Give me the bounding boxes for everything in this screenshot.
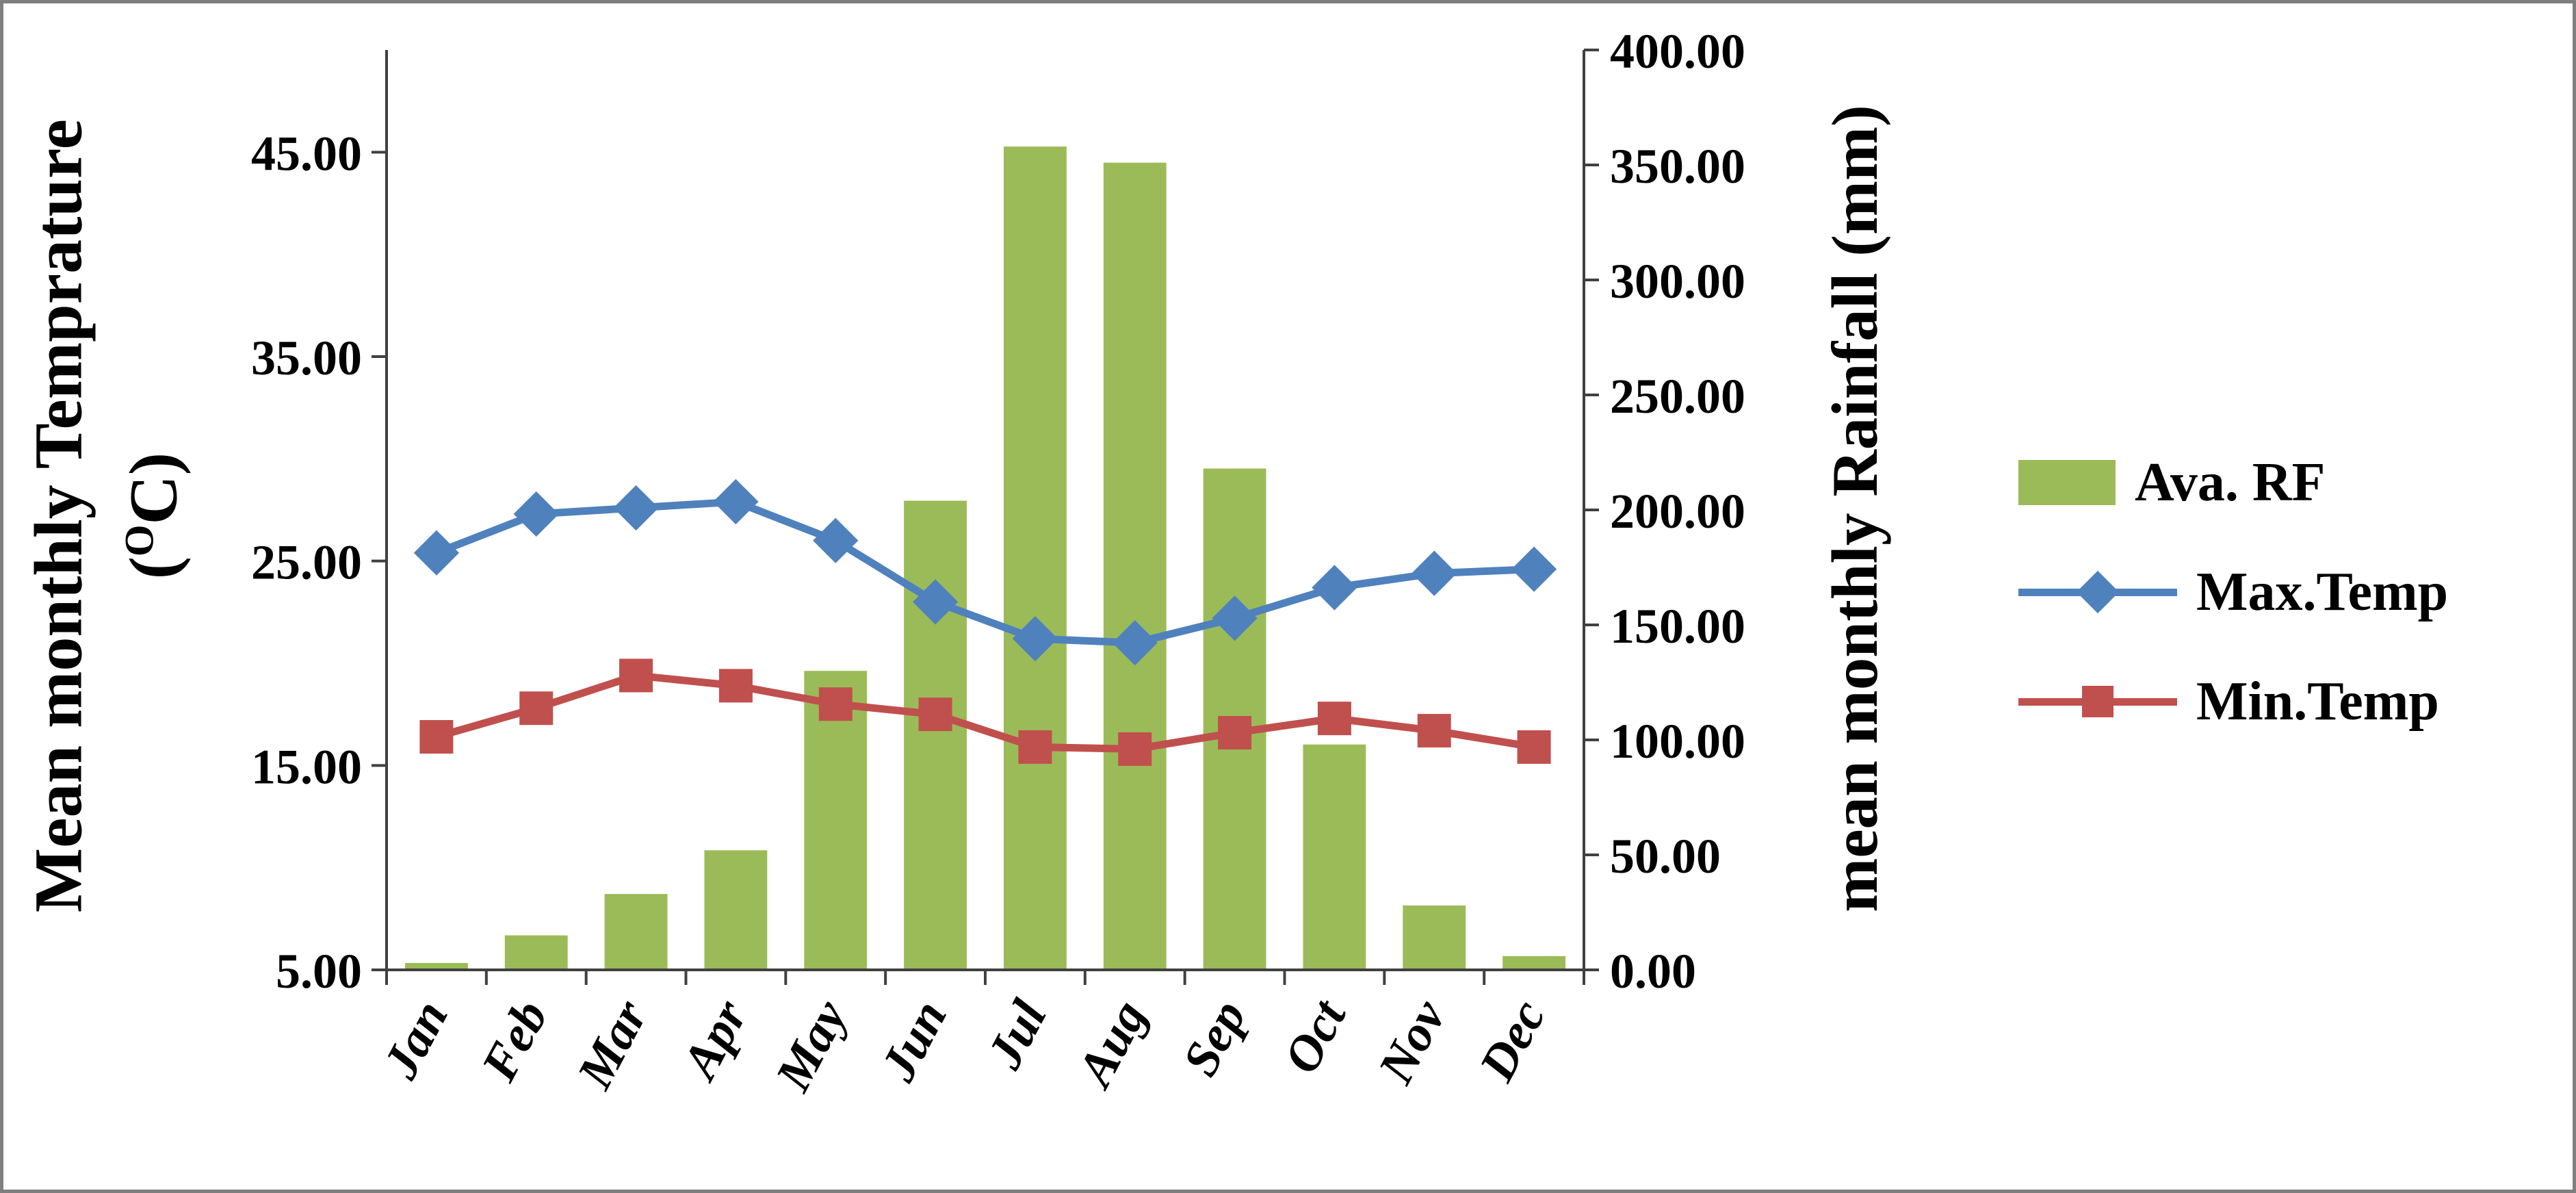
right-tick-label-150: 150.00 [1610, 599, 1745, 654]
right-tick-label-400: 400.00 [1610, 24, 1745, 79]
max-temp-point-Jan [413, 530, 460, 576]
x-tick-label-Feb: Feb [471, 991, 559, 1090]
left-tick-label-15: 15.00 [251, 739, 362, 794]
max-temp-line [432, 498, 1538, 647]
max-temp-point-Apr [713, 478, 759, 525]
left-tick-label-25: 25.00 [251, 535, 362, 590]
min-temp-point-Oct [1317, 702, 1351, 736]
x-tick-label-Aug: Aug [1066, 991, 1158, 1097]
x-tick-label-Oct: Oct [1273, 990, 1358, 1082]
max-temp-point-Sep [1212, 595, 1258, 641]
legend-item-min-temp: Min.Temp [2018, 666, 2448, 737]
x-tick-label-Jun: Jun [870, 991, 958, 1090]
rainfall-bar-Jun [904, 500, 967, 970]
legend-label-min-temp: Min.Temp [2196, 671, 2439, 732]
rainfall-bar-Jul [1003, 146, 1067, 970]
min-temp-point-May [818, 687, 853, 721]
max-temp-point-Jun [912, 579, 959, 625]
left-tick-label-35: 35.00 [251, 331, 362, 385]
max-temp-diamond-icon [2076, 570, 2120, 614]
max-temp-point-Mar [613, 485, 659, 531]
legend-label-rainfall: Ava. RF [2135, 452, 2326, 513]
rainfall-bar-Dec [1502, 955, 1566, 970]
left-axis-title-text: Mean monthly Temprature (OC) [18, 3, 194, 1098]
min-temp-point-Nov [1417, 714, 1451, 748]
min-temp-point-Apr [718, 669, 753, 703]
legend-label-max-temp: Max.Temp [2196, 562, 2449, 622]
min-temp-point-Mar [619, 658, 653, 693]
max-temp-point-Oct [1312, 565, 1357, 611]
rainfall-bar-Apr [704, 850, 768, 970]
right-tick-label-300: 300.00 [1610, 254, 1745, 309]
right-tick-label-0: 0.00 [1610, 944, 1696, 999]
rainfall-bars [404, 146, 1566, 970]
max-temp-point-Aug [1112, 620, 1158, 666]
min-temp-point-Feb [519, 691, 554, 726]
right-tick-label-50: 50.00 [1610, 829, 1721, 884]
left-tick-label-5: 5.00 [276, 944, 362, 999]
legend-item-rainfall: Ava. RF [2018, 447, 2448, 518]
min-temp-series [419, 658, 1551, 766]
month-labels: Jan Feb Mar Apr May Jun Jul Aug Sep Oct Nov Dec [372, 990, 1557, 1100]
rainfall-bar-Oct [1303, 744, 1366, 970]
min-temp-point-Jan [419, 720, 454, 754]
legend-item-max-temp: Max.Temp [2018, 556, 2448, 628]
right-tick-label-350: 350.00 [1610, 139, 1745, 194]
min-temp-swatch-icon [2018, 678, 2177, 726]
min-temp-point-Jun [918, 697, 952, 732]
max-temp-point-Jul [1012, 616, 1058, 662]
max-temp-series [413, 478, 1557, 666]
chart-svg: 5.00 15.00 25.00 35.00 45.00 0.00 50.00 100.00 1… [251, 24, 1745, 1101]
chart-legend: Ava. RF Max.Temp Min.Temp [2018, 447, 2448, 775]
max-temp-point-May [813, 517, 859, 563]
x-tick-label-Apr: Apr [671, 990, 759, 1090]
min-temp-point-Aug [1118, 732, 1152, 766]
min-temp-point-Sep [1218, 716, 1252, 750]
right-tick-label-200: 200.00 [1610, 484, 1745, 539]
rainfall-bar-Feb [504, 935, 568, 970]
x-tick-label-Jan: Jan [372, 991, 459, 1088]
rainfall-bar-Mar [604, 894, 668, 970]
x-tick-label-Sep: Sep [1172, 991, 1258, 1085]
x-tick-label-Dec: Dec [1468, 991, 1557, 1090]
left-axis-title-line2: (OC) [115, 452, 192, 580]
left-axis-title-line1: Mean monthly Temprature [20, 119, 96, 913]
left-tick-label-45: 45.00 [251, 126, 362, 181]
max-temp-point-Nov [1411, 550, 1457, 596]
rainfall-swatch-icon [2018, 460, 2116, 505]
min-temp-point-Dec [1517, 730, 1551, 764]
x-tick-label-Jul: Jul [976, 991, 1058, 1078]
min-temp-line [432, 671, 1538, 753]
max-temp-swatch-icon [2018, 568, 2177, 616]
right-tick-label-100: 100.00 [1610, 714, 1745, 769]
rainfall-bar-Aug [1103, 162, 1167, 970]
rainfall-bar-Jan [404, 962, 468, 970]
x-tick-label-Mar: Mar [567, 990, 659, 1098]
x-tick-label-May: May [765, 990, 859, 1100]
right-axis-title-text: mean monthly Rainfall (mm) [1819, 105, 1891, 912]
min-temp-point-Jul [1018, 730, 1052, 764]
max-temp-point-Feb [513, 491, 559, 537]
rainfall-bar-Nov [1403, 905, 1466, 970]
min-temp-square-icon [2082, 686, 2113, 717]
degree-superscript: O [116, 524, 162, 557]
axes: 5.00 15.00 25.00 35.00 45.00 0.00 50.00 100.00 1… [251, 24, 1745, 999]
right-tick-label-250: 250.00 [1610, 369, 1745, 424]
max-temp-point-Dec [1511, 546, 1557, 592]
x-tick-label-Nov: Nov [1368, 990, 1457, 1092]
